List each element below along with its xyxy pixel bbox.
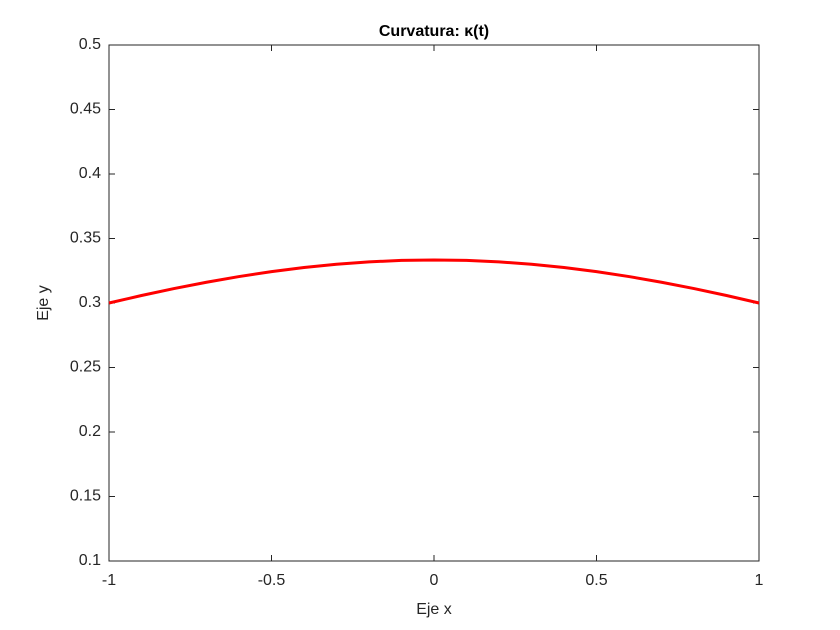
y-tick-label: 0.15 <box>70 488 101 505</box>
x-axis-label: Eje x <box>416 601 452 618</box>
data-line <box>108 258 760 305</box>
chart-title: Curvatura: κ(t) <box>379 23 489 40</box>
y-tick-label: 0.35 <box>70 230 101 247</box>
y-tick-label: 0.2 <box>79 423 101 440</box>
x-tick-label: 0.5 <box>585 572 607 589</box>
y-tick-label: 0.25 <box>70 359 101 376</box>
x-tick-label: 0 <box>430 572 439 589</box>
y-tick-label: 0.1 <box>79 552 101 569</box>
y-tick-label: 0.45 <box>70 101 101 118</box>
x-tick-label: -0.5 <box>258 572 286 589</box>
y-tick-label: 0.4 <box>79 165 101 182</box>
x-tick-label: -1 <box>102 572 116 589</box>
x-tick-label: 1 <box>755 572 764 589</box>
y-axis-label: Eje y <box>35 285 52 321</box>
y-tick-label: 0.5 <box>79 36 101 53</box>
y-tick-label: 0.3 <box>79 294 101 311</box>
